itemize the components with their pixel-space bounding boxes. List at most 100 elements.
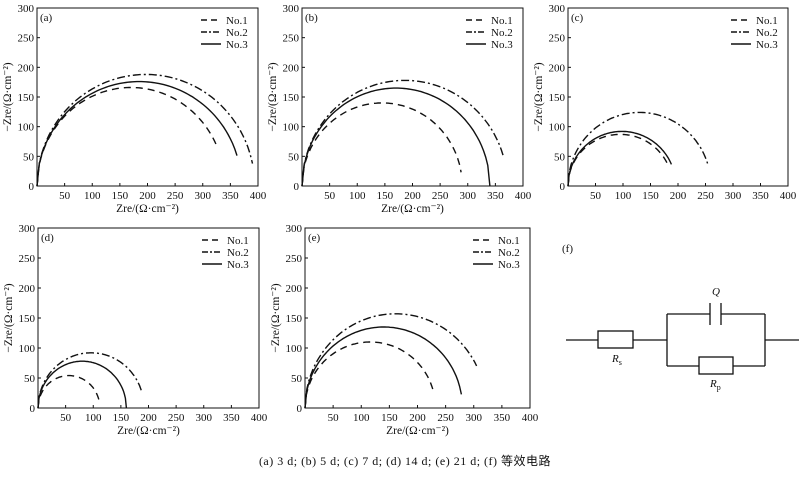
capacitor-q-label: Q — [712, 286, 720, 298]
nyquist-plot: 50 100 150 200 250 300 350 400 0 50 100 150 200 250 30… — [2, 3, 267, 215]
x-tick-label: 250 — [437, 412, 454, 424]
series-no3-line — [37, 360, 128, 409]
y-tick-label: 50 — [24, 373, 36, 385]
circuit-panel-label: (f) — [562, 243, 573, 255]
panel-label: (d) — [41, 232, 54, 244]
x-tick-label: 300 — [725, 190, 742, 202]
y-tick-label: 50 — [554, 151, 566, 163]
y-tick-label: 200 — [286, 283, 303, 295]
x-tick-label: 200 — [404, 190, 421, 202]
y-tick-label: 0 — [294, 181, 300, 193]
x-tick-label: 200 — [140, 412, 157, 424]
plot-frame — [37, 227, 260, 409]
y-tick-label: 100 — [283, 122, 300, 134]
y-tick-label: 200 — [283, 62, 300, 74]
y-tick-label: 100 — [549, 122, 566, 134]
y-axis-label: −Zre/(Ω·cm⁻²) — [3, 283, 15, 352]
x-tick-label: 400 — [250, 190, 267, 202]
y-tick-label: 100 — [19, 343, 36, 355]
y-tick-label: 250 — [286, 253, 303, 265]
plot-frame — [567, 7, 789, 187]
series-no3-line — [567, 130, 673, 187]
legend-label: No.1 — [227, 235, 249, 247]
x-tick-label: 400 — [780, 190, 797, 202]
equivalent-circuit: (f) Q Rs Rp — [562, 243, 799, 392]
panel-label: (b) — [305, 12, 318, 24]
y-axis-label: −Zre/(Ω·cm⁻²) — [2, 62, 14, 131]
x-tick-label: 150 — [381, 412, 398, 424]
series-no2-line — [36, 73, 254, 187]
x-tick-label: 300 — [195, 190, 212, 202]
legend-label: No.2 — [227, 247, 249, 259]
y-tick-label: 0 — [297, 403, 303, 415]
series-no1-line — [36, 86, 218, 187]
nyquist-plot: 50 100 150 200 250 300 350 400 0 50 100 150 200 250 30… — [267, 3, 532, 215]
plot-frame — [36, 7, 259, 187]
x-tick-label: 100 — [353, 412, 370, 424]
nyquist-plot: 50 100 150 200 250 300 350 400 0 50 100 150 200 250 30… — [533, 3, 797, 202]
y-tick-label: 100 — [286, 343, 303, 355]
x-tick-label: 100 — [84, 190, 101, 202]
y-tick-label: 150 — [283, 92, 300, 104]
series-no3-line — [36, 80, 238, 187]
legend-label: No.3 — [756, 39, 778, 51]
y-tick-label: 250 — [283, 33, 300, 45]
y-tick-label: 300 — [19, 223, 36, 235]
legend-label: No.3 — [227, 259, 249, 271]
x-tick-label: 350 — [494, 412, 511, 424]
x-tick-label: 400 — [251, 412, 268, 424]
y-tick-label: 300 — [286, 223, 303, 235]
x-tick-label: 50 — [590, 190, 602, 202]
y-tick-label: 200 — [19, 283, 36, 295]
x-tick-label: 400 — [522, 412, 539, 424]
resistor-rp-label: Rp — [709, 378, 721, 392]
legend-label: No.1 — [756, 15, 778, 27]
x-tick-label: 250 — [167, 190, 184, 202]
y-tick-label: 100 — [18, 122, 35, 134]
plot-frame — [301, 7, 524, 187]
x-tick-label: 400 — [515, 190, 532, 202]
x-tick-label: 150 — [377, 190, 394, 202]
series-no3-line — [304, 326, 463, 409]
x-tick-label: 150 — [113, 412, 130, 424]
x-tick-label: 300 — [460, 190, 477, 202]
y-tick-label: 50 — [23, 151, 35, 163]
x-tick-label: 50 — [59, 190, 71, 202]
x-tick-label: 100 — [349, 190, 366, 202]
y-tick-label: 0 — [30, 403, 36, 415]
x-tick-label: 50 — [324, 190, 336, 202]
x-axis-label: Zre/(Ω·cm⁻²) — [386, 425, 449, 437]
x-tick-label: 250 — [432, 190, 449, 202]
y-tick-label: 150 — [549, 92, 566, 104]
series-no2-line — [301, 79, 505, 187]
x-tick-label: 250 — [168, 412, 185, 424]
y-tick-label: 0 — [560, 181, 566, 193]
x-tick-label: 350 — [487, 190, 504, 202]
y-axis-label: −Zre/(Ω·cm⁻²) — [533, 62, 545, 131]
x-tick-label: 300 — [466, 412, 483, 424]
y-axis-label: −Zre/(Ω·cm⁻²) — [270, 283, 282, 352]
panel-label: (c) — [571, 12, 584, 24]
y-tick-label: 50 — [291, 373, 303, 385]
legend-label: No.2 — [498, 247, 520, 259]
y-tick-label: 0 — [29, 181, 35, 193]
panel-label: (a) — [40, 12, 53, 24]
nyquist-plot: 50 100 150 200 250 300 350 400 0 50 100 150 200 250 30… — [270, 223, 539, 437]
x-axis-label: Zre/(Ω·cm⁻²) — [381, 203, 444, 215]
legend-label: No.3 — [498, 259, 520, 271]
series-no2-line — [37, 352, 143, 409]
series-no1-line — [304, 341, 434, 409]
y-tick-label: 150 — [19, 313, 36, 325]
resistor-rs-label: Rs — [611, 353, 622, 367]
legend-label: No.2 — [226, 27, 248, 39]
x-tick-label: 200 — [409, 412, 426, 424]
x-tick-label: 50 — [328, 412, 340, 424]
resistor-rp — [698, 356, 734, 375]
y-axis-label: −Zre/(Ω·cm⁻²) — [267, 62, 279, 131]
x-tick-label: 150 — [112, 190, 129, 202]
figure-caption: (a) 3 d; (b) 5 d; (c) 7 d; (d) 14 d; (e)… — [258, 454, 552, 468]
plot-frame — [304, 227, 531, 409]
legend-label: No.3 — [226, 39, 248, 51]
resistor-rs — [597, 330, 634, 349]
x-tick-label: 100 — [615, 190, 632, 202]
